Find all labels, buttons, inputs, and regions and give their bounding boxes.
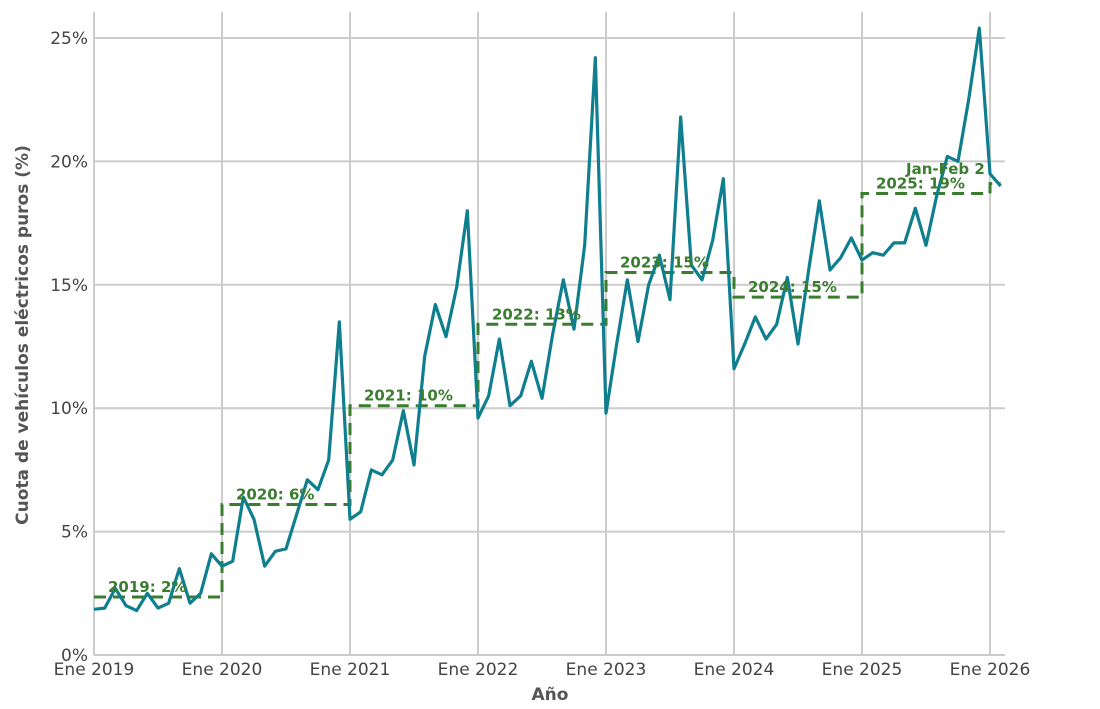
x-tick-label: Ene 2022 — [438, 660, 519, 680]
x-tick-label: Ene 2025 — [822, 660, 903, 680]
y-tick-labels: 0% 5% 10% 15% 20% 25% — [50, 29, 88, 666]
y-axis-label: Cuota de vehículos eléctricos puros (%) — [13, 145, 33, 525]
annual-average-label: 2025: 19% — [876, 174, 965, 192]
grid — [93, 12, 1005, 656]
series-line — [93, 26, 1002, 613]
annual-average-label: 2020: 6% — [236, 485, 314, 503]
x-axis-label: Año — [532, 685, 569, 705]
y-tick-label: 15% — [50, 276, 88, 296]
x-tick-label: Ene 2026 — [950, 660, 1031, 680]
annual-average-label: 2019: 2% — [108, 578, 186, 596]
x-tick-label: Ene 2024 — [694, 660, 775, 680]
annual-average-labels: 2019: 2% 2020: 6% 2021: 10% 2022: 13% 2023: … — [108, 160, 985, 596]
y-tick-label: 20% — [50, 152, 88, 172]
y-tick-label: 5% — [61, 523, 88, 543]
annual-average-label: 2024: 15% — [748, 278, 837, 296]
annual-average-label: 2023: 15% — [620, 253, 709, 271]
x-tick-label: Ene 2020 — [182, 660, 263, 680]
annual-average-steps — [94, 182, 1001, 599]
y-tick-label: 0% — [61, 646, 88, 666]
x-tick-labels: Ene 2019 Ene 2020 Ene 2021 Ene 2022 Ene 2023… — [54, 660, 1031, 680]
annual-average-line — [94, 182, 1001, 599]
annual-average-label: 2021: 10% — [364, 387, 453, 405]
x-tick-label: Ene 2021 — [310, 660, 391, 680]
x-tick-label: Ene 2023 — [566, 660, 647, 680]
x-tick-label: Ene 2019 — [54, 660, 135, 680]
annual-average-label: Jan-Feb 2 — [905, 160, 985, 178]
series-line-group — [93, 26, 1002, 613]
annual-average-label: 2022: 13% — [492, 305, 581, 323]
y-tick-label: 25% — [50, 29, 88, 49]
y-tick-label: 10% — [50, 399, 88, 419]
